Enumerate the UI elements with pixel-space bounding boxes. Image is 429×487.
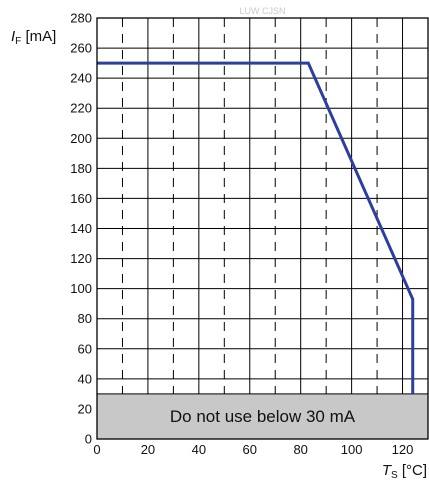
y-tick-label-80: 80 — [78, 311, 92, 326]
plot-frame — [96, 17, 429, 440]
x-tick-label-120: 120 — [392, 442, 414, 457]
series-line-0 — [97, 61, 415, 394]
y-tick-label-160: 160 — [70, 191, 92, 206]
y-tick-label-20: 20 — [78, 401, 92, 416]
y-tick-label-200: 200 — [70, 131, 92, 146]
x-tick-label-80: 80 — [293, 442, 307, 457]
y-tick-label-60: 60 — [78, 341, 92, 356]
y-tick-label-240: 240 — [70, 71, 92, 86]
y-tick-label-280: 280 — [70, 11, 92, 26]
x-axis-unit: [°C] — [398, 462, 427, 479]
x-tick-label-60: 60 — [243, 442, 257, 457]
restricted-region-label: Do not use below 30 mA — [170, 407, 356, 426]
y-tick-label-220: 220 — [70, 101, 92, 116]
y-tick-label-140: 140 — [70, 221, 92, 236]
y-axis-subscript: F — [15, 36, 21, 47]
y-tick-label-260: 260 — [70, 41, 92, 56]
x-axis-title: TS [°C] — [382, 462, 427, 481]
series-group — [97, 61, 415, 394]
y-tick-label-180: 180 — [70, 161, 92, 176]
x-tick-label-100: 100 — [341, 442, 363, 457]
y-axis-unit: [mA] — [21, 28, 56, 45]
y-axis-symbol: I — [11, 28, 15, 45]
y-tick-label-0: 0 — [85, 432, 92, 447]
x-tick-label-20: 20 — [141, 442, 155, 457]
grid — [97, 18, 428, 439]
x-axis-subscript: S — [391, 470, 398, 481]
watermark: LUW CJSN — [239, 6, 285, 16]
tick-labels: 0 20 40 60 80 100 120 140 160 180 200 220 240 260 280 0… — [70, 11, 413, 458]
y-tick-label-120: 120 — [70, 251, 92, 266]
y-tick-label-40: 40 — [78, 371, 92, 386]
x-axis-symbol: T — [382, 462, 393, 479]
y-tick-label-100: 100 — [70, 281, 92, 296]
x-tick-label-40: 40 — [192, 442, 206, 457]
x-tick-label-0: 0 — [93, 442, 100, 457]
y-axis-title: IF [mA] — [11, 28, 56, 47]
